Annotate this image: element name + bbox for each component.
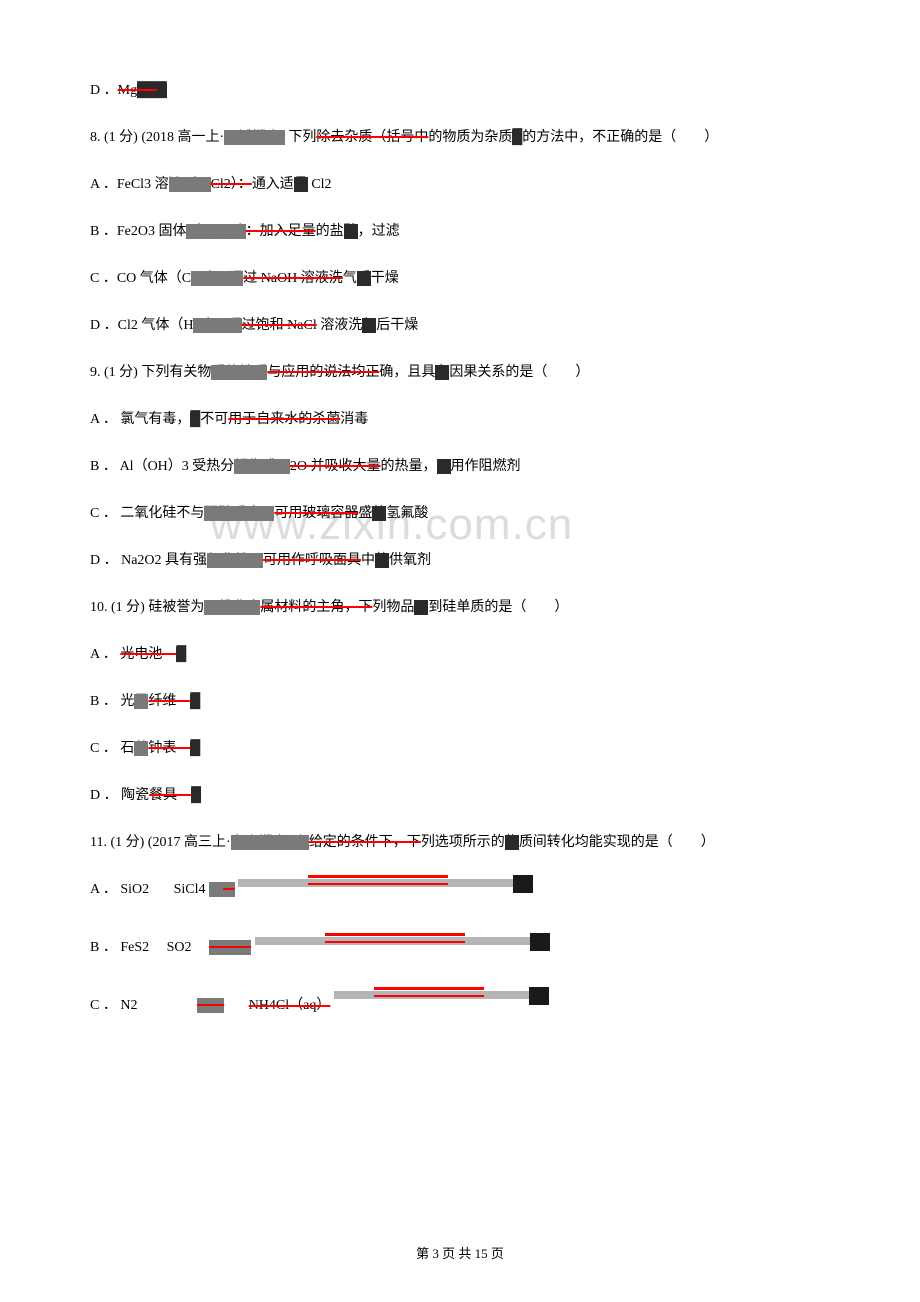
q8-option-a: A ．FeCl3 溶液（FeCl2）：通入适量 Cl2: [90, 174, 830, 195]
q11-option-a: A ． SiO2 SiCl4 Si: [90, 879, 830, 901]
q10-option-c: C ． 石英钟表 █: [90, 738, 830, 759]
q11: 11. (1 分) (2017 高三上·白山期中) 在给定的条件下，下列选项所示…: [90, 832, 830, 853]
page-content: D ．Mg███ 8. (1 分) (2018 高一上·西城期末) 下列除去杂质…: [90, 80, 830, 1017]
q10: 10. (1 分) 硅被誉为无机非金属材料的主角，下列物品用到硅单质的是（ ）: [90, 597, 830, 618]
q7-option-d: D ．Mg███: [90, 80, 830, 101]
q10-option-a: A ． 光电池 █: [90, 644, 830, 665]
q8: 8. (1 分) (2018 高一上·西城期末) 下列除去杂质（括号中的物质为杂…: [90, 127, 830, 148]
q9-option-d: D ． Na2O2 具有强氧化性，可用作呼吸面具中的供氧剂: [90, 550, 830, 571]
q9-option-a: A ． 氯气有毒，█不可用于自来水的杀菌消毒: [90, 409, 830, 430]
q11-option-b: B ． FeS2 SO2 H2SO4: [90, 937, 830, 959]
page-footer: 第 3 页 共 15 页: [0, 1243, 920, 1262]
q9-option-c: C ． 二氧化硅不与强酸反应，可用玻璃容器盛放氢氟酸: [90, 503, 830, 524]
q9-option-b: B ． Al（OH）3 受热分解生成 H2O 并吸收大量的热量，可用作阻燃剂: [90, 456, 830, 477]
q11-option-c: C ． N2 NH3 NH4Cl（aq）: [90, 995, 830, 1017]
q10-option-b: B ． 光导纤维 █: [90, 691, 830, 712]
q9: 9. (1 分) 下列有关物质的性质与应用的说法均正确，且具有因果关系的是（ ）: [90, 362, 830, 383]
q8-option-d: D ．Cl2 气体（HCl）：通过饱和 NaCl 溶液洗气后干燥: [90, 315, 830, 336]
q10-option-d: D ． 陶瓷餐具 █: [90, 785, 830, 806]
q8-option-b: B ．Fe2O3 固体（Al2O3）：加入足量的盐酸，过滤: [90, 221, 830, 242]
q8-option-c: C ．CO 气体（CO2）：通过 NaOH 溶液洗气后干燥: [90, 268, 830, 289]
